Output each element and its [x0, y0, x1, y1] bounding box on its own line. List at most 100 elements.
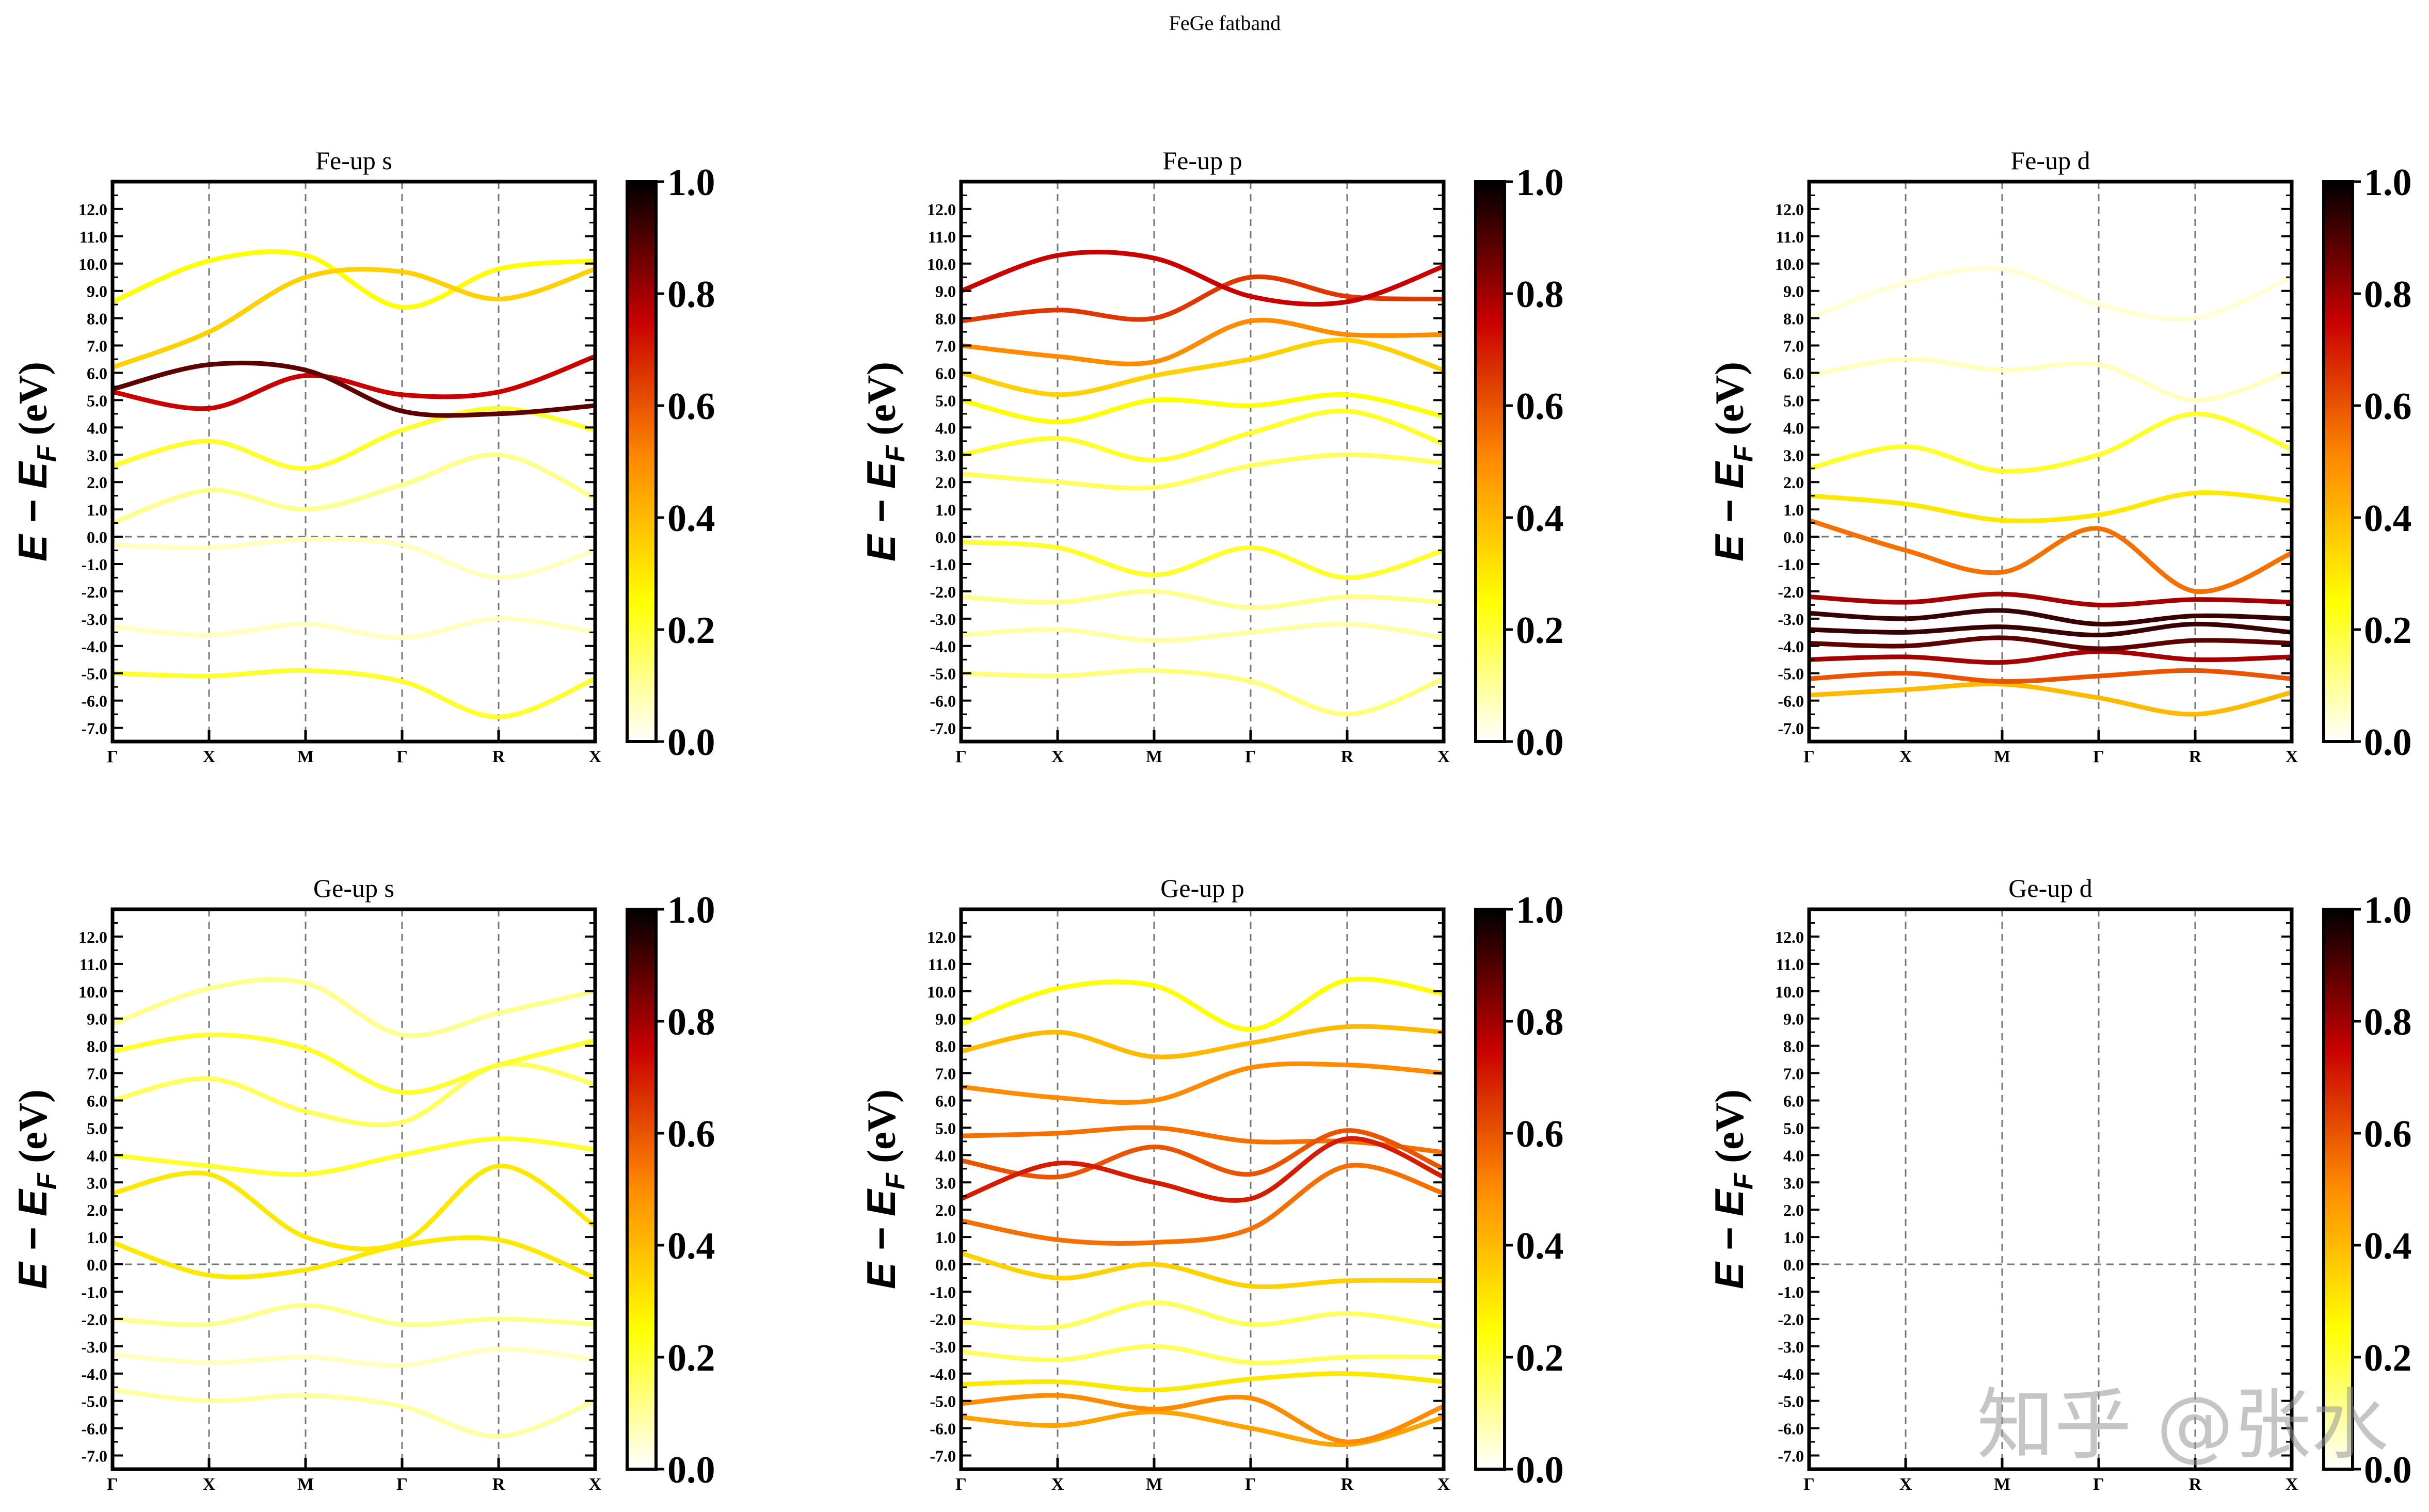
ytick-label: -4.0 — [81, 637, 107, 656]
ytick-label: 0.0 — [935, 1256, 956, 1274]
ytick-label: -2.0 — [930, 1310, 956, 1329]
ytick-label: 2.0 — [1783, 473, 1804, 492]
band-line — [961, 1371, 1444, 1393]
band-line — [961, 1393, 1444, 1444]
colorbar — [2322, 908, 2354, 1471]
xtick-label: M — [1994, 1475, 2010, 1494]
colorbar-tick-label: 1.0 — [667, 889, 715, 931]
band-line — [113, 1032, 595, 1095]
ytick-label: 10.0 — [78, 983, 107, 1001]
colorbar-tick-label: 1.0 — [2364, 162, 2412, 204]
ytick-label: -6.0 — [930, 1420, 956, 1438]
xtick-label: Γ — [1245, 1475, 1256, 1494]
band-line — [961, 249, 1444, 307]
ytick-label: 5.0 — [1783, 391, 1804, 410]
colorbar-tick-label: 0.4 — [1516, 497, 1564, 540]
ytick-label: -3.0 — [81, 1338, 107, 1356]
ytick-label: 5.0 — [1783, 1119, 1804, 1137]
band-line — [1809, 411, 2292, 474]
y-axis-label: E − EF (eV) — [1706, 362, 1759, 561]
colorbar-tick-label: 0.6 — [667, 1113, 715, 1155]
bands — [1809, 266, 2292, 717]
ytick-label: 6.0 — [935, 364, 956, 382]
colorbar-tick-label: 0.2 — [667, 609, 715, 652]
y-axis-label: E − EF (eV) — [10, 362, 62, 561]
band-line — [961, 1136, 1444, 1203]
xtick-label: X — [203, 747, 216, 766]
ytick-label: 10.0 — [927, 255, 956, 274]
xtick-label: M — [1146, 747, 1162, 766]
band-line — [961, 337, 1444, 397]
xtick-label: X — [2286, 747, 2298, 766]
colorbar — [626, 908, 658, 1471]
axes-frame — [110, 180, 597, 744]
ytick-label: -4.0 — [81, 1365, 107, 1384]
ytick-label: 1.0 — [935, 501, 956, 519]
colorbar-tick-label: 0.4 — [2364, 1225, 2412, 1267]
ytick-label: 8.0 — [1783, 310, 1804, 328]
ytick-label: 6.0 — [87, 364, 107, 382]
axes-frame — [1807, 180, 2294, 744]
ytick-label: 9.0 — [935, 282, 956, 301]
ytick-label: -6.0 — [81, 1420, 107, 1438]
ytick-label: 2.0 — [87, 1201, 107, 1219]
ytick-label: 12.0 — [1775, 928, 1804, 946]
ytick-label: 3.0 — [1783, 1173, 1804, 1192]
ytick-label: 11.0 — [79, 955, 107, 974]
panel-fe-up-p: Fe-up p -7.0 -6.0 -5.0 -4.0 -3.0 -2.0 -1.0 0.0 1.… — [858, 146, 1564, 766]
xtick-label: X — [1051, 1475, 1064, 1494]
ytick-label: 12.0 — [927, 928, 956, 946]
xtick-label: Γ — [1245, 747, 1256, 766]
ytick-label: 3.0 — [87, 1173, 107, 1192]
xtick-label: Γ — [1803, 1475, 1815, 1494]
band-line — [1809, 635, 2292, 651]
xtick-label: M — [1146, 1475, 1162, 1494]
ytick-label: -7.0 — [81, 1447, 107, 1466]
ytick-label: 3.0 — [1783, 446, 1804, 464]
band-line — [961, 1061, 1444, 1105]
band-line — [1809, 266, 2292, 322]
panel-ge-up-d: Ge-up d -7.0 -6.0 -5.0 -4.0 -3.0 -2.0 -1.0 0.0 1.… — [1706, 874, 2412, 1494]
ytick-label: 3.0 — [935, 446, 956, 464]
band-line — [113, 406, 595, 471]
ytick-label: 10.0 — [78, 255, 107, 274]
panel-title: Fe-up p — [1162, 146, 1242, 175]
colorbar-tick-label: 0.8 — [1516, 274, 1564, 316]
panel-title: Fe-up d — [2010, 146, 2090, 175]
ytick-label: -1.0 — [1778, 1283, 1804, 1301]
band-line — [113, 1302, 595, 1327]
colorbar-tick-label: 0.0 — [2364, 721, 2412, 764]
ytick-label: -7.0 — [930, 719, 956, 738]
ytick-label: -1.0 — [930, 1283, 956, 1301]
xtick-label: X — [1899, 747, 1912, 766]
ytick-label: 2.0 — [935, 1201, 956, 1219]
ytick-label: 5.0 — [935, 391, 956, 410]
ytick-label: 0.0 — [1783, 528, 1804, 546]
ytick-label: 4.0 — [1783, 1146, 1804, 1165]
panel-title: Ge-up p — [1160, 874, 1244, 903]
panel-ge-up-p: Ge-up p -7.0 -6.0 -5.0 -4.0 -3.0 -2.0 -1.0 0.0 1.… — [858, 874, 1564, 1494]
ytick-label: -5.0 — [81, 1392, 107, 1411]
band-line — [961, 1128, 1444, 1180]
band-line — [961, 408, 1444, 463]
band-line — [961, 621, 1444, 643]
colorbar-tick-label: 0.8 — [2364, 274, 2412, 316]
figure-title: FeGe fatband — [1169, 11, 1281, 35]
ytick-label: -1.0 — [930, 555, 956, 574]
xtick-label: X — [589, 1475, 602, 1494]
xtick-label: Γ — [1803, 747, 1815, 766]
ytick-label: 9.0 — [1783, 1010, 1804, 1028]
ytick-label: -2.0 — [1778, 1310, 1804, 1329]
xtick-label: R — [2189, 1475, 2202, 1494]
xtick-label: Γ — [396, 1475, 408, 1494]
ytick-label: 5.0 — [87, 1119, 107, 1137]
ytick-label: 4.0 — [935, 419, 956, 437]
ytick-label: 0.0 — [87, 1256, 107, 1274]
ytick-label: -5.0 — [930, 1392, 956, 1411]
ytick-label: 10.0 — [1775, 983, 1804, 1001]
band-line — [961, 589, 1444, 610]
band-line — [1809, 668, 2292, 684]
ytick-label: 12.0 — [1775, 200, 1804, 219]
band-line — [113, 360, 595, 418]
